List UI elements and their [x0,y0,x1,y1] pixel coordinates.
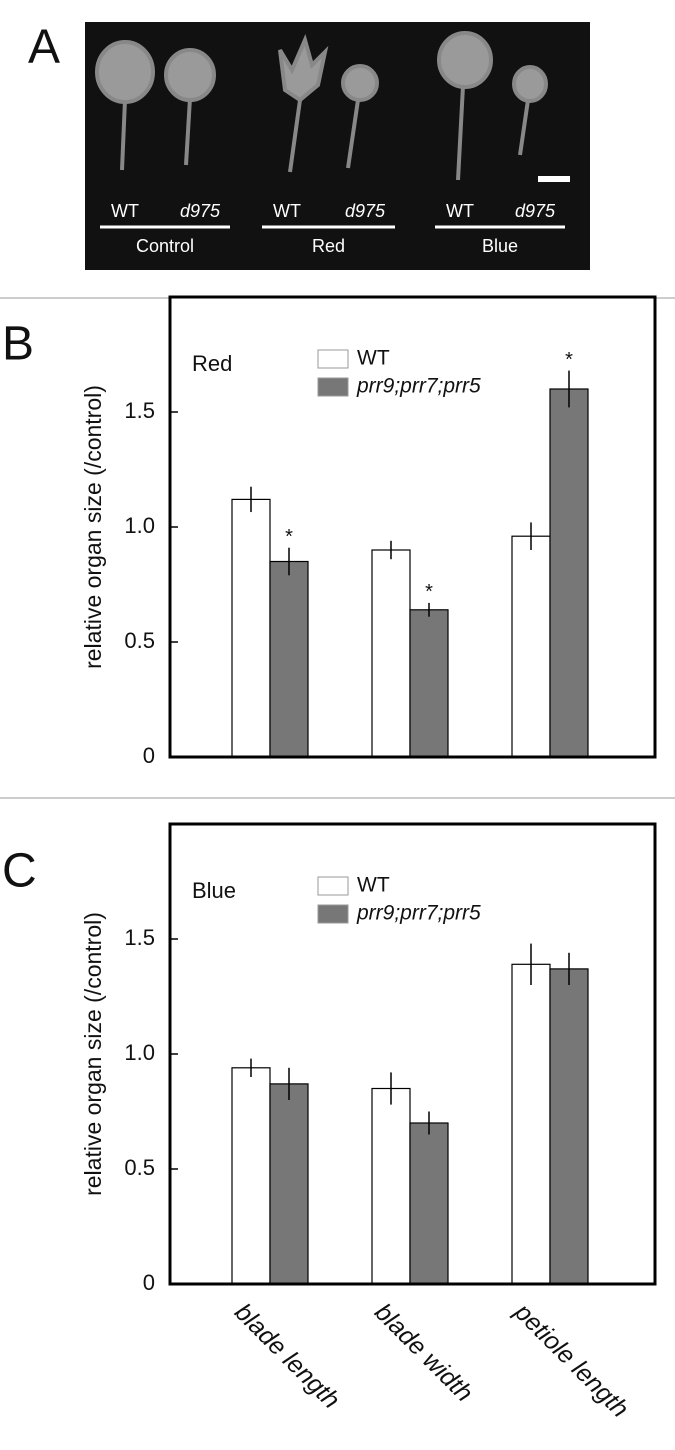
y-tick-label: 0.5 [124,628,155,653]
photo-panel [85,22,590,270]
inset-label: Red [192,351,232,376]
y-tick-label: 0.5 [124,1155,155,1180]
y-tick-label: 0 [143,743,155,768]
condition-label: Blue [482,236,518,256]
bar [549,968,589,1285]
y-tick-label: 1.0 [124,1040,155,1065]
genotype-label: WT [446,201,474,221]
y-axis-label: relative organ size (/control) [80,385,106,669]
y-tick-label: 1.5 [124,398,155,423]
condition-label: Red [312,236,345,256]
x-tick-label: petiole length [508,1297,634,1423]
bar [409,1122,449,1285]
legend-swatch [317,349,349,369]
genotype-label: d975 [180,201,221,221]
bar [269,560,309,758]
y-tick-label: 1.0 [124,513,155,538]
genotype-label: d975 [515,201,556,221]
bar [371,549,411,758]
panel-label: C [2,845,37,898]
leaves [95,31,548,181]
legend-label: prr9;prr7;prr5 [356,902,481,925]
inset-label: Blue [192,878,236,903]
bar [371,1087,411,1285]
bar [231,498,271,758]
bar [409,609,449,758]
x-tick-label: blade length [229,1298,345,1414]
legend-swatch [317,904,349,924]
legend-label: WT [357,874,390,897]
y-axis-label: relative organ size (/control) [80,912,106,1196]
scale-bar [538,176,570,182]
condition-label: Control [136,236,194,256]
x-tick-label: blade width [369,1298,478,1407]
plot-frame [168,822,657,1286]
legend-swatch [317,377,349,397]
panel-label: B [2,318,34,371]
bar [511,535,551,758]
y-tick-label: 1.5 [124,925,155,950]
bar [231,1067,271,1285]
significance-mark: * [565,349,573,371]
bar [269,1083,309,1285]
plot-frame [168,295,657,759]
genotype-label: WT [111,201,139,221]
bar [549,388,589,758]
genotype-label: WT [273,201,301,221]
bar [511,963,551,1285]
significance-mark: * [425,581,433,603]
legend-label: WT [357,347,390,370]
legend-swatch [317,876,349,896]
y-tick-label: 0 [143,1270,155,1295]
legend-label: prr9;prr7;prr5 [356,375,481,398]
genotype-label: d975 [345,201,386,221]
panel-label: A [28,21,60,74]
significance-mark: * [285,526,293,548]
